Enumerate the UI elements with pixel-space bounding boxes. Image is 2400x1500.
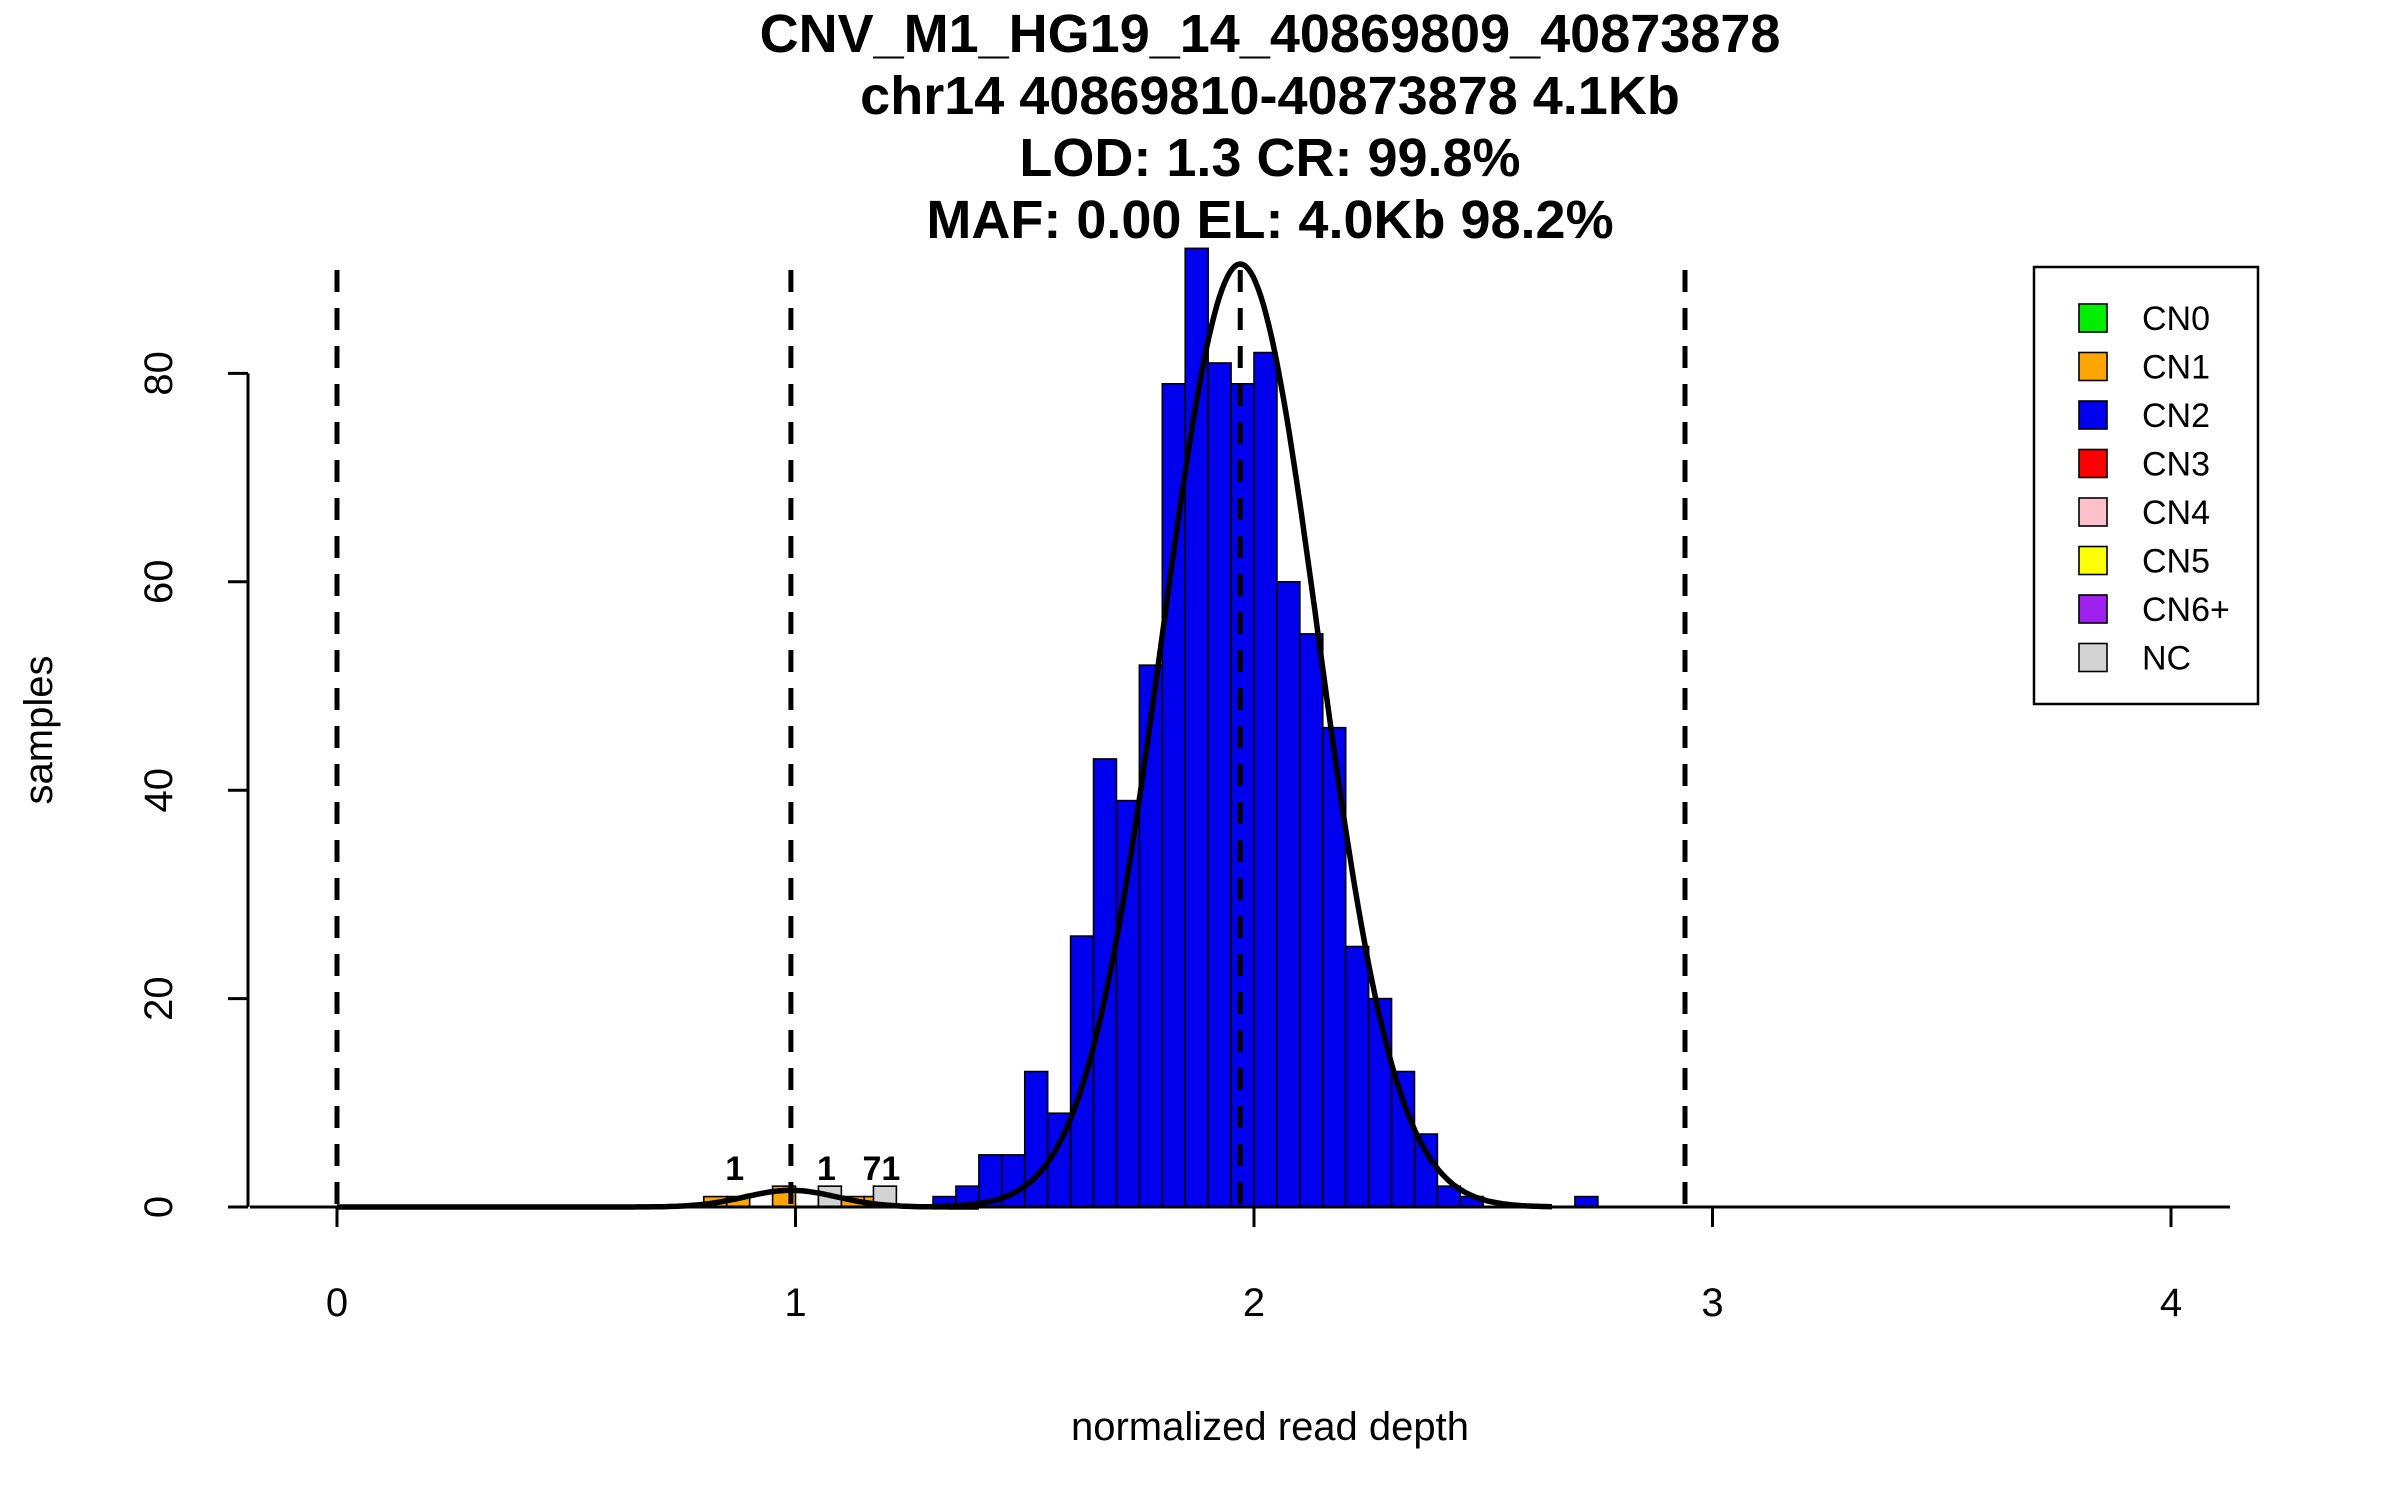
- chart-title: CNV_M1_HG19_14_40869809_40873878 chr14 4…: [760, 4, 1781, 250]
- legend-swatch-cn4: [2078, 497, 2108, 527]
- count-label: 71: [863, 1150, 901, 1188]
- title-line-3: LOD: 1.3 CR: 99.8%: [1019, 128, 1520, 188]
- x-tick-label: 4: [2160, 1281, 2182, 1325]
- x-tick-label: 0: [326, 1281, 348, 1325]
- y-tick-label: 20: [137, 976, 181, 1021]
- legend-swatch-cn1: [2078, 351, 2108, 382]
- legend-label: NC: [2142, 640, 2191, 678]
- legend-label: CN0: [2142, 300, 2210, 338]
- bar-cn2: [1138, 664, 1164, 1208]
- y-tick-label: 80: [137, 351, 181, 396]
- bar-cn2: [1253, 351, 1278, 1208]
- normal-fit-curve: [932, 261, 1553, 1210]
- count-label: 1: [725, 1150, 744, 1188]
- title-line-1: CNV_M1_HG19_14_40869809_40873878: [760, 4, 1781, 64]
- legend-swatch-cn6plus: [2078, 594, 2108, 624]
- legend-swatch-nc: [2078, 642, 2108, 673]
- legend-label: CN6+: [2142, 591, 2230, 629]
- legend-label: CN5: [2142, 543, 2210, 581]
- y-axis-label: samples: [17, 656, 61, 805]
- legend-swatch-cn5: [2078, 545, 2108, 576]
- legend-swatch-cn0: [2078, 303, 2108, 333]
- count-label: 1: [817, 1150, 836, 1188]
- legend-box: [2032, 265, 2260, 706]
- legend-swatch-cn3: [2078, 448, 2108, 479]
- legend-swatch-cn2: [2078, 400, 2108, 430]
- x-tick-label: 3: [1701, 1281, 1723, 1325]
- legend-label: CN3: [2142, 446, 2210, 484]
- bar-cn2: [1344, 945, 1370, 1208]
- legend-label: CN2: [2142, 397, 2210, 435]
- plot-area: 1 1 71: [249, 247, 2103, 1210]
- title-line-2: chr14 40869810-40873878 4.1Kb: [860, 66, 1680, 126]
- x-axis-label: normalized read depth: [1071, 1405, 1469, 1449]
- bar-cn2: [1069, 935, 1095, 1208]
- legend-label: CN1: [2142, 349, 2210, 387]
- bar-cn2: [1276, 580, 1301, 1208]
- bar-cn2: [1092, 758, 1118, 1208]
- y-tick-label: 0: [137, 1196, 181, 1218]
- x-tick-label: 1: [784, 1281, 806, 1325]
- y-tick-label: 60: [137, 560, 181, 605]
- bar-cn2: [1207, 362, 1232, 1208]
- bar-cn2: [1299, 633, 1324, 1208]
- bar-cn2: [1574, 1195, 1599, 1208]
- bar-cn2: [1413, 1133, 1439, 1208]
- legend: CN0 CN1 CN2 CN3 CN4 CN5 CN6+ NC: [2032, 265, 2260, 706]
- x-tick-label: 2: [1243, 1281, 1265, 1325]
- legend-label: CN4: [2142, 494, 2210, 532]
- y-tick-label: 40: [137, 768, 181, 813]
- title-line-4: MAF: 0.00 EL: 4.0Kb 98.2%: [926, 190, 1613, 250]
